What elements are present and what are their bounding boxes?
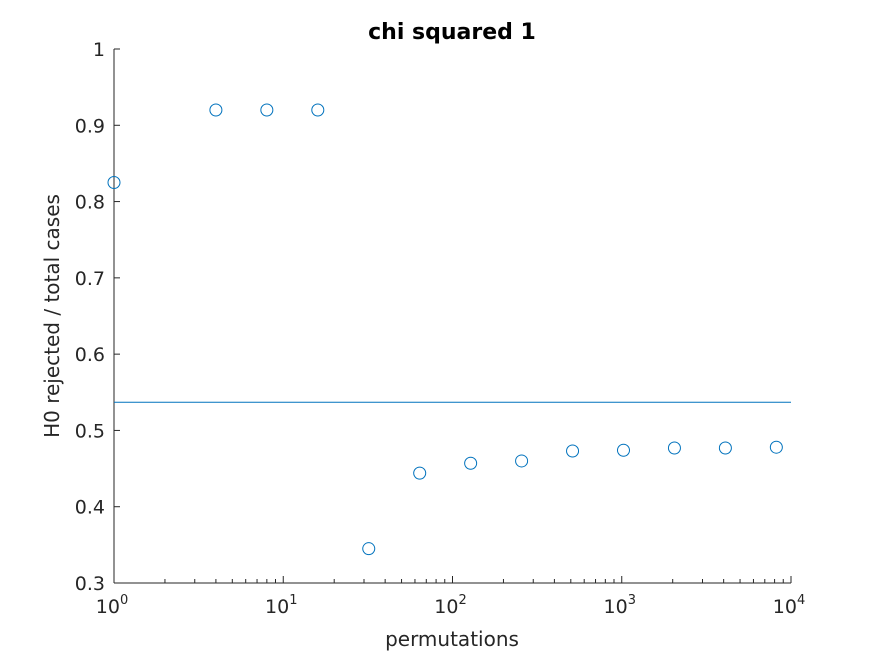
data-point — [515, 454, 529, 468]
x-tick-label: 104 — [773, 593, 805, 618]
y-tick-label: 0.9 — [75, 115, 105, 137]
data-point — [209, 103, 223, 117]
data-point — [769, 440, 783, 454]
x-tick-label: 101 — [265, 593, 297, 618]
x-tick-label: 103 — [604, 593, 636, 618]
x-axis-label: permutations — [385, 627, 519, 651]
x-tick-label: 102 — [434, 593, 466, 618]
data-point — [718, 441, 732, 455]
data-point — [566, 444, 580, 458]
data-point — [464, 456, 478, 470]
chart-title: chi squared 1 — [368, 20, 536, 45]
x-tick-label: 100 — [96, 593, 128, 618]
y-tick-label: 0.4 — [75, 497, 105, 519]
y-tick-label: 1 — [93, 39, 105, 61]
data-point — [311, 103, 325, 117]
y-tick-label: 0.5 — [75, 420, 105, 442]
y-tick-label: 0.8 — [75, 192, 105, 214]
y-tick-label: 0.7 — [75, 268, 105, 290]
y-axis-label: H0 rejected / total cases — [40, 194, 64, 438]
data-point — [413, 466, 427, 480]
y-tick-label: 0.3 — [75, 573, 105, 595]
plot-area: 0.3 0.4 0.5 0.6 0.7 0.8 0.9 1 100 101 102 103 104 — [75, 39, 805, 618]
data-point — [260, 103, 274, 117]
y-tick-label: 0.6 — [75, 344, 105, 366]
data-point — [362, 542, 376, 556]
data-point — [107, 176, 121, 189]
data-point — [616, 443, 630, 457]
data-point — [667, 441, 681, 455]
